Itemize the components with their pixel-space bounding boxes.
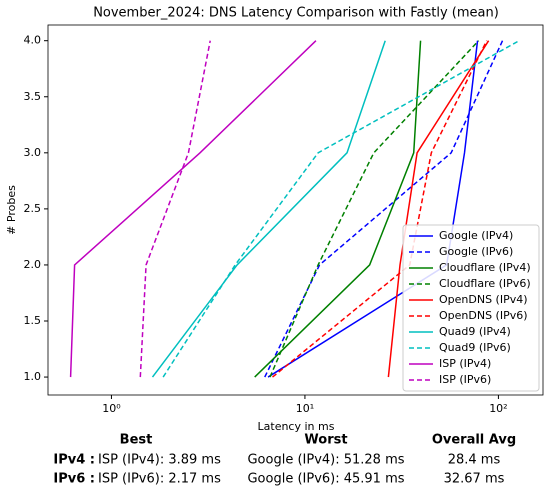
series-line	[264, 40, 504, 378]
legend-label: Quad9 (IPv6)	[439, 341, 511, 354]
legend-label: Google (IPv4)	[439, 229, 513, 242]
summary-cell: 28.4 ms	[448, 453, 501, 468]
summary-header: Best	[120, 433, 153, 448]
summary-header: Worst	[304, 433, 347, 448]
summary-cell: ISP (IPv6): 2.17 ms	[98, 472, 221, 487]
summary-header: Overall Avg	[432, 433, 516, 448]
y-tick-label: 3.0	[24, 146, 42, 159]
series-line	[151, 40, 386, 378]
summary-row-label: IPv4 :	[53, 453, 95, 468]
y-tick-label: 2.0	[24, 258, 42, 271]
summary-cell: Google (IPv6): 45.91 ms	[247, 472, 404, 487]
series-line	[269, 40, 480, 378]
series-line	[162, 40, 520, 378]
chart-title: November_2024: DNS Latency Comparison wi…	[93, 6, 499, 21]
legend-label: ISP (IPv4)	[439, 357, 491, 370]
y-tick-label: 1.5	[24, 314, 42, 327]
y-tick-label: 2.5	[24, 202, 42, 215]
y-tick-label: 4.0	[24, 34, 42, 47]
summary-row-label: IPv6 :	[53, 472, 95, 487]
legend-label: Cloudflare (IPv4)	[439, 261, 531, 274]
legend-label: ISP (IPv6)	[439, 373, 491, 386]
x-tick-label: 10²	[489, 402, 507, 415]
legend-box	[402, 224, 540, 392]
summary-cell: 32.67 ms	[444, 472, 505, 487]
legend-label: OpenDNS (IPv4)	[439, 293, 528, 306]
series-line	[254, 40, 422, 378]
series-line	[267, 40, 479, 378]
plot-area	[47, 24, 544, 396]
legend-label: Quad9 (IPv4)	[439, 325, 511, 338]
series-line	[272, 40, 488, 378]
y-tick-label: 1.0	[24, 370, 42, 383]
y-tick-label: 3.5	[24, 90, 42, 103]
x-axis-label: Latency in ms	[258, 420, 335, 433]
x-tick-label: 10¹	[296, 402, 314, 415]
summary-cell: ISP (IPv4): 3.89 ms	[98, 453, 221, 468]
y-axis-label: # Probes	[5, 185, 18, 235]
legend-label: Cloudflare (IPv6)	[439, 277, 531, 290]
legend-label: OpenDNS (IPv6)	[439, 309, 528, 322]
x-tick-label: 10⁰	[102, 402, 121, 415]
series-line	[139, 40, 211, 378]
series-line	[69, 40, 317, 378]
series-line	[387, 40, 490, 378]
legend-label: Google (IPv6)	[439, 245, 513, 258]
summary-cell: Google (IPv4): 51.28 ms	[247, 453, 404, 468]
